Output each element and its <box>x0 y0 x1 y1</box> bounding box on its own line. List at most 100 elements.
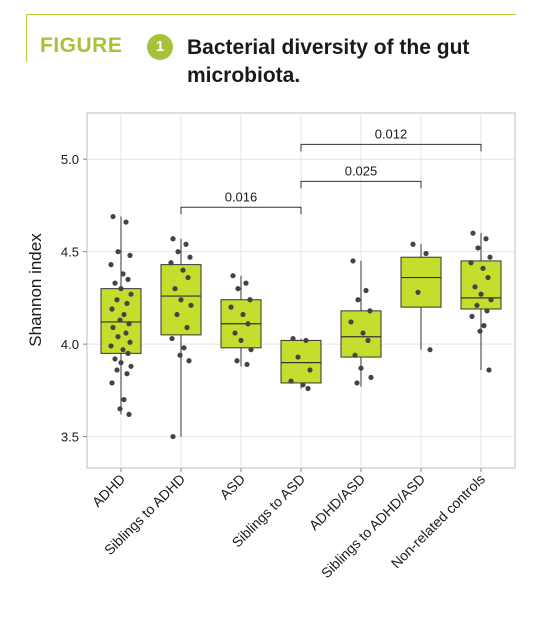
comparison-bracket <box>300 143 482 152</box>
data-point <box>363 287 369 294</box>
data-point <box>415 289 421 295</box>
data-point <box>354 380 360 386</box>
data-point <box>114 297 120 303</box>
data-point <box>180 267 186 273</box>
data-point <box>168 260 174 266</box>
data-point <box>187 254 193 260</box>
figure-word: FIGURE <box>40 34 123 57</box>
data-point <box>127 252 133 258</box>
data-point <box>244 361 250 368</box>
data-point <box>228 304 234 310</box>
y-tick-label: 4.5 <box>61 245 79 260</box>
comparison-p-value: 0.012 <box>375 126 408 141</box>
data-point <box>290 335 296 342</box>
data-point <box>170 433 176 440</box>
data-point <box>358 365 364 371</box>
data-point <box>238 337 244 344</box>
comparison-p-value: 0.025 <box>345 163 378 178</box>
data-point <box>355 297 361 303</box>
header-frame-top-rule <box>26 14 516 15</box>
data-point <box>117 317 123 323</box>
data-point <box>427 347 433 353</box>
data-point <box>118 360 124 366</box>
data-point <box>468 260 474 266</box>
data-point <box>115 334 121 340</box>
data-point <box>288 378 294 384</box>
data-point <box>410 241 416 247</box>
data-point <box>110 324 116 331</box>
data-point <box>305 385 311 392</box>
data-point <box>109 380 115 386</box>
data-point <box>188 302 194 308</box>
data-point <box>120 271 126 277</box>
data-point <box>170 236 176 242</box>
data-point <box>367 308 373 314</box>
data-point <box>123 330 129 336</box>
figure-number-badge: 1 <box>147 34 173 60</box>
data-point <box>243 280 249 286</box>
data-point <box>483 236 489 242</box>
data-point <box>232 330 238 336</box>
data-point <box>368 374 374 381</box>
comparison-p-value: 0.016 <box>225 189 258 204</box>
x-tick-label: Siblings to ADHD/ASD <box>318 471 428 581</box>
comparison-bracket <box>300 180 422 189</box>
box-iqr <box>400 256 442 308</box>
x-tick-label: ASD <box>216 471 248 503</box>
data-point <box>115 249 121 255</box>
data-point <box>423 250 429 257</box>
data-point <box>172 286 178 292</box>
data-point <box>112 356 118 362</box>
data-point <box>184 324 190 331</box>
data-point <box>303 337 309 344</box>
data-point <box>484 308 490 314</box>
x-tick-label: ADHD/ASD <box>306 471 368 533</box>
jitter-points <box>108 213 494 440</box>
data-point <box>125 276 131 283</box>
data-point <box>121 396 127 403</box>
data-point <box>181 345 187 351</box>
data-point <box>235 286 241 292</box>
data-point <box>112 280 118 286</box>
data-point <box>488 297 494 303</box>
data-point <box>365 337 371 344</box>
data-point <box>127 339 133 345</box>
data-point <box>177 352 183 358</box>
data-point <box>247 297 253 303</box>
data-point <box>248 347 254 353</box>
data-point <box>124 300 130 307</box>
data-point <box>478 291 484 297</box>
data-point <box>230 273 236 279</box>
data-point <box>474 302 480 308</box>
figure-title: Bacterial diversity of the gut microbiot… <box>187 36 470 87</box>
data-point <box>485 274 491 281</box>
data-point <box>109 306 115 312</box>
data-point <box>477 328 483 334</box>
data-point <box>114 367 120 373</box>
data-point <box>183 241 189 247</box>
data-point <box>472 284 478 290</box>
data-point <box>245 321 251 327</box>
data-point <box>169 335 175 342</box>
data-point <box>486 367 492 373</box>
data-point <box>470 230 476 236</box>
data-point <box>174 311 180 318</box>
data-point <box>186 358 192 364</box>
box-series <box>100 216 502 437</box>
data-point <box>178 297 184 303</box>
data-point <box>126 321 132 327</box>
header-frame-left-rule <box>26 14 27 62</box>
data-point <box>124 371 130 377</box>
data-point <box>175 249 181 255</box>
data-point <box>469 313 475 319</box>
data-point <box>126 411 132 417</box>
y-axis-label: Shannon index <box>26 233 45 347</box>
data-point <box>348 319 354 325</box>
data-point <box>118 286 124 292</box>
y-tick-label: 4.0 <box>61 337 79 352</box>
data-point <box>117 406 123 412</box>
data-point <box>480 265 486 271</box>
significance-brackets: 0.016 0.025 0.012 <box>180 126 482 215</box>
y-tick-label: 5.0 <box>61 152 79 167</box>
data-point <box>185 274 191 281</box>
